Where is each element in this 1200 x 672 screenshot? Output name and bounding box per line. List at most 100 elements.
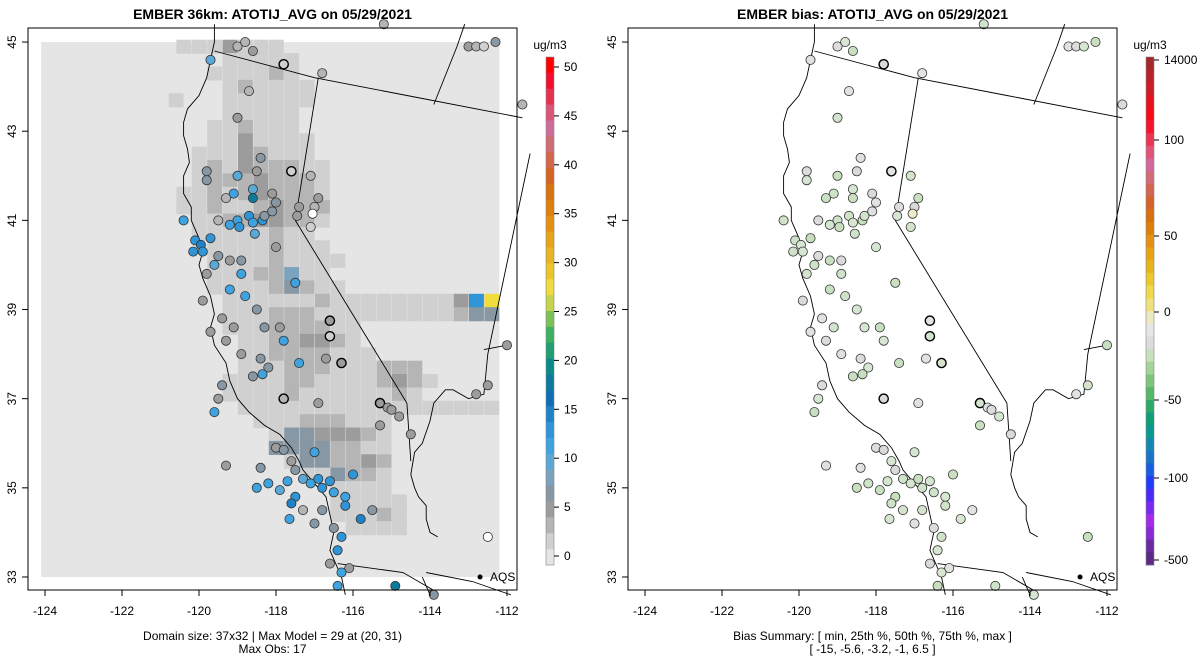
station-marker [205, 326, 216, 337]
station-marker [220, 335, 231, 346]
station-marker [324, 558, 335, 569]
station-marker [517, 99, 528, 110]
model-cell [345, 320, 361, 335]
model-cell [315, 360, 330, 375]
station-marker [871, 197, 882, 208]
station-marker [394, 411, 405, 422]
model-cell [315, 253, 330, 268]
colorbar-tick-label: -50 [1164, 393, 1182, 407]
model-cell [299, 320, 315, 335]
model-cell [238, 93, 253, 108]
station-marker [859, 322, 870, 333]
model-cell [345, 333, 361, 349]
model-cell [284, 173, 300, 188]
gulf-coast [421, 576, 431, 595]
station-marker [292, 210, 303, 221]
station-marker [1117, 99, 1128, 110]
colorbar-swatch [1146, 412, 1154, 426]
model-cell [361, 307, 377, 322]
station-marker [884, 514, 895, 525]
model-cell [407, 293, 423, 308]
model-cell [299, 427, 315, 442]
model-cell [207, 186, 223, 201]
colorbar-swatch [546, 104, 554, 121]
station-marker [249, 228, 260, 239]
state-border-north [814, 50, 1123, 119]
model-cell [284, 186, 300, 201]
station-marker [336, 357, 347, 369]
station-marker [832, 41, 843, 52]
station-marker [924, 558, 935, 569]
model-cell [238, 307, 253, 322]
station-marker [978, 19, 989, 30]
model-cell [469, 293, 484, 308]
model-cell [268, 106, 284, 121]
station-marker [832, 112, 843, 123]
state-border-idaho [1033, 24, 1066, 105]
colorbar-swatch [546, 88, 554, 106]
model-cell [268, 293, 284, 308]
colorbar-tick-label: 50 [564, 60, 578, 74]
station-marker [909, 447, 920, 458]
model-cell [253, 53, 269, 68]
station-marker [428, 589, 439, 600]
model-cell [284, 226, 300, 242]
station-marker [217, 380, 228, 391]
station-marker [847, 46, 858, 57]
model-cell [438, 400, 454, 415]
chart-title: EMBER 36km: ATOTIJ_AVG on 05/29/2021 [133, 6, 412, 22]
model-cell [407, 307, 423, 322]
station-marker [847, 371, 858, 382]
model-cell [176, 39, 192, 54]
colorbar-tick-label: -500 [1164, 553, 1188, 567]
station-marker [878, 335, 889, 346]
state-border-north [214, 50, 523, 119]
station-marker [236, 268, 247, 279]
model-cell [191, 200, 207, 215]
model-cell [407, 387, 423, 402]
colorbar-swatch [1146, 69, 1154, 83]
y-tick-label: 37 [605, 392, 619, 406]
colorbar-tick-label: 20 [564, 353, 578, 367]
station-marker [336, 567, 347, 578]
station-marker [882, 476, 893, 487]
model-cell [222, 79, 238, 94]
station-marker [840, 37, 851, 48]
station-marker [257, 369, 268, 380]
model-cell [438, 307, 454, 322]
model-cell [376, 307, 392, 322]
model-cell [284, 374, 300, 389]
station-marker [905, 170, 916, 181]
station-marker [955, 514, 966, 525]
model-cell [407, 400, 423, 415]
station-marker [224, 219, 235, 230]
model-cell [299, 347, 315, 362]
coastline [183, 24, 342, 578]
model-cell [222, 133, 238, 148]
station-marker [847, 217, 858, 228]
station-marker [240, 37, 251, 48]
model-cell [284, 79, 300, 94]
model-cell [268, 79, 284, 94]
colorbar-swatch [1146, 361, 1154, 375]
obs-stations [778, 19, 1128, 600]
station-marker [313, 398, 324, 409]
model-cell [253, 93, 269, 108]
station-marker [213, 393, 224, 404]
station-marker [482, 380, 493, 391]
station-marker [892, 210, 903, 221]
model-cell [330, 507, 346, 522]
station-marker [251, 166, 262, 177]
station-marker [878, 393, 890, 405]
station-marker [832, 170, 843, 181]
model-cell [207, 133, 223, 148]
model-cell [238, 240, 253, 255]
model-cell [361, 481, 377, 496]
station-marker [886, 165, 897, 177]
model-cell [330, 293, 346, 308]
station-marker [936, 531, 947, 542]
model-cell [453, 307, 469, 322]
station-marker [944, 563, 955, 574]
x-tick-label: -116 [341, 604, 364, 618]
